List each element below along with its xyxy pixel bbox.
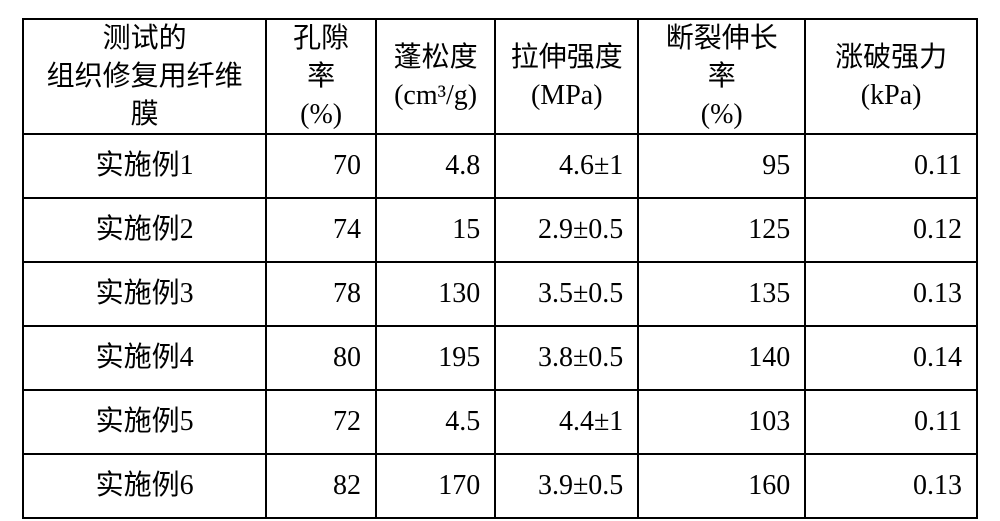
cell-tensile: 3.9±0.5 <box>495 454 638 518</box>
col-header-elongation: 断裂伸长率 (%) <box>638 19 805 134</box>
col-header-sample: 测试的 组织修复用纤维膜 <box>23 19 266 134</box>
cell-porosity: 82 <box>266 454 376 518</box>
col-header-tensile: 拉伸强度 (MPa) <box>495 19 638 134</box>
col-header-porosity: 孔隙率 (%) <box>266 19 376 134</box>
cell-burst: 0.11 <box>805 390 977 454</box>
table-row: 实施例2 74 15 2.9±0.5 125 0.12 <box>23 198 977 262</box>
cell-sample-label: 实施例1 <box>23 134 266 198</box>
cell-burst: 0.11 <box>805 134 977 198</box>
col-header-main: 蓬松度 <box>391 39 480 77</box>
cell-bulkiness: 170 <box>376 454 495 518</box>
cell-elongation: 140 <box>638 326 805 390</box>
col-header-main: 断裂伸长率 <box>653 20 790 96</box>
table-row: 实施例6 82 170 3.9±0.5 160 0.13 <box>23 454 977 518</box>
cell-tensile: 2.9±0.5 <box>495 198 638 262</box>
col-header-sub: (kPa) <box>820 77 962 115</box>
cell-elongation: 160 <box>638 454 805 518</box>
cell-tensile: 3.5±0.5 <box>495 262 638 326</box>
col-header-bulkiness: 蓬松度 (cm³/g) <box>376 19 495 134</box>
cell-burst: 0.12 <box>805 198 977 262</box>
col-header-main: 孔隙率 <box>281 20 361 96</box>
col-header-main: 测试的 <box>38 20 251 58</box>
cell-tensile: 4.4±1 <box>495 390 638 454</box>
cell-bulkiness: 4.8 <box>376 134 495 198</box>
col-header-sub: (%) <box>281 96 361 134</box>
cell-bulkiness: 4.5 <box>376 390 495 454</box>
table-container: 测试的 组织修复用纤维膜 孔隙率 (%) 蓬松度 (cm³/g) 拉伸强度 (M… <box>0 0 1000 521</box>
data-table: 测试的 组织修复用纤维膜 孔隙率 (%) 蓬松度 (cm³/g) 拉伸强度 (M… <box>22 18 978 519</box>
col-header-sub: (cm³/g) <box>391 77 480 115</box>
col-header-main: 拉伸强度 <box>510 39 623 77</box>
cell-bulkiness: 195 <box>376 326 495 390</box>
cell-porosity: 74 <box>266 198 376 262</box>
cell-burst: 0.13 <box>805 454 977 518</box>
cell-elongation: 95 <box>638 134 805 198</box>
cell-porosity: 78 <box>266 262 376 326</box>
cell-porosity: 70 <box>266 134 376 198</box>
cell-bulkiness: 15 <box>376 198 495 262</box>
cell-porosity: 80 <box>266 326 376 390</box>
cell-burst: 0.13 <box>805 262 977 326</box>
table-row: 实施例5 72 4.5 4.4±1 103 0.11 <box>23 390 977 454</box>
table-row: 实施例4 80 195 3.8±0.5 140 0.14 <box>23 326 977 390</box>
cell-sample-label: 实施例3 <box>23 262 266 326</box>
cell-sample-label: 实施例4 <box>23 326 266 390</box>
cell-sample-label: 实施例6 <box>23 454 266 518</box>
table-header-row: 测试的 组织修复用纤维膜 孔隙率 (%) 蓬松度 (cm³/g) 拉伸强度 (M… <box>23 19 977 134</box>
cell-burst: 0.14 <box>805 326 977 390</box>
cell-bulkiness: 130 <box>376 262 495 326</box>
cell-tensile: 4.6±1 <box>495 134 638 198</box>
cell-tensile: 3.8±0.5 <box>495 326 638 390</box>
col-header-main: 涨破强力 <box>820 39 962 77</box>
cell-porosity: 72 <box>266 390 376 454</box>
col-header-sub: (%) <box>653 96 790 134</box>
col-header-burst: 涨破强力 (kPa) <box>805 19 977 134</box>
table-row: 实施例1 70 4.8 4.6±1 95 0.11 <box>23 134 977 198</box>
col-header-sub: 组织修复用纤维膜 <box>38 58 251 134</box>
cell-sample-label: 实施例5 <box>23 390 266 454</box>
cell-sample-label: 实施例2 <box>23 198 266 262</box>
cell-elongation: 103 <box>638 390 805 454</box>
col-header-sub: (MPa) <box>510 77 623 115</box>
cell-elongation: 125 <box>638 198 805 262</box>
cell-elongation: 135 <box>638 262 805 326</box>
table-row: 实施例3 78 130 3.5±0.5 135 0.13 <box>23 262 977 326</box>
